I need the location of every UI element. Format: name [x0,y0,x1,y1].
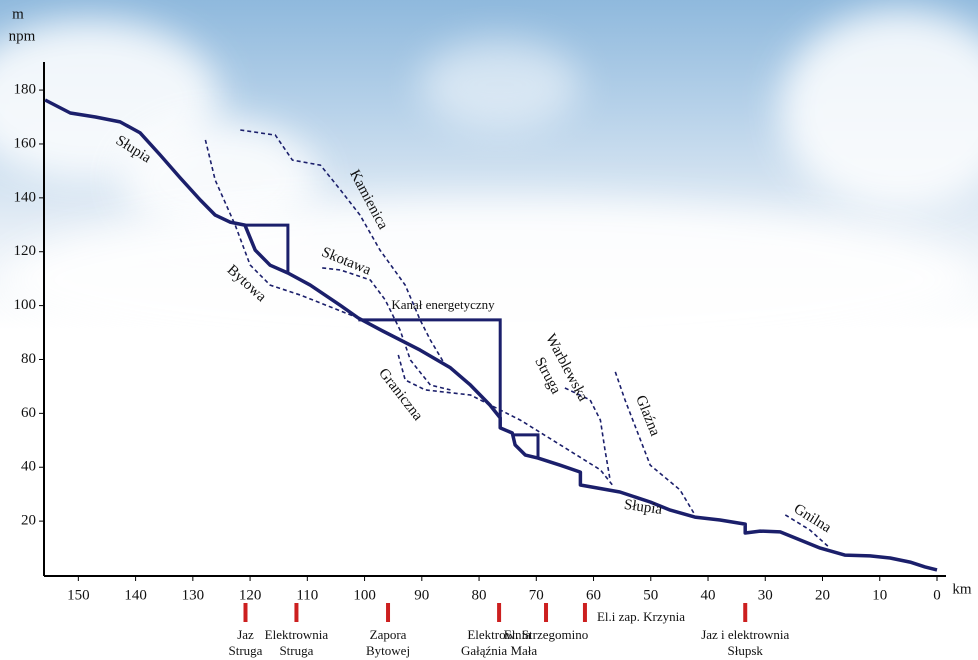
river-label: Kamienica [346,167,391,232]
chart: m npm km 1501401301201101009080706050403… [0,0,978,660]
facility-label: Struga [229,643,263,658]
y-tick-label: 180 [14,82,37,98]
facility-label: Struga [279,643,313,658]
facility-marker [386,603,390,622]
x-tick-label: 40 [701,587,716,603]
y-tick-label: 120 [14,243,37,259]
facility-label: Bytowej [366,643,410,658]
facility-label: El.i zap. Krzynia [597,609,685,624]
x-tick-label: 30 [758,587,773,603]
x-tick-label: 100 [353,587,376,603]
y-tick-label: 140 [14,189,37,205]
river-label: Słupia [623,497,664,518]
x-tick-label: 70 [529,587,544,603]
facility-marker [544,603,548,622]
x-tick-label: 20 [815,587,830,603]
x-tick-label: 150 [67,587,90,603]
x-tick-label: 110 [296,587,318,603]
annotation: Kanał energetyczny [391,297,495,312]
facility-label: Zapora [370,627,407,642]
facility-marker [583,603,587,622]
x-tick-label: 130 [182,587,205,603]
page: m npm km 1501401301201101009080706050403… [0,0,978,660]
river-label: Graniczna [375,365,426,424]
x-tick-label: 140 [124,587,147,603]
river-label: Słupia [113,133,154,167]
tributary-line [398,355,612,485]
y-tick-label: 40 [21,459,36,475]
x-tick-label: 0 [933,587,941,603]
river-label: Gnilna [791,501,834,536]
y-tick-label: 60 [21,405,36,421]
y-axis-label: npm [9,28,36,44]
river-label: Skotawa [319,244,373,278]
facility-label: Gałąźnia Mała [461,643,537,658]
river-label: Bytowa [224,262,270,305]
facility-label: Elektrownia [265,627,329,642]
facility-label: El. Strzegomino [504,627,589,642]
tributary-line [565,388,610,480]
facility-label: Słupsk [728,643,764,658]
y-tick-label: 80 [21,351,36,367]
facility-label: Jaz [237,627,254,642]
x-tick-label: 120 [239,587,262,603]
facility-marker [294,603,298,622]
tributary-line [205,140,358,318]
y-tick-label: 160 [14,135,37,151]
x-tick-label: 80 [472,587,487,603]
y-tick-label: 20 [21,513,36,529]
x-tick-label: 10 [872,587,887,603]
river-line [45,100,937,570]
facility-marker [743,603,747,622]
x-tick-label: 50 [643,587,658,603]
facility-label: Jaz i elektrownia [701,627,789,642]
tributary-line [240,130,445,365]
y-axis-label: m [12,6,24,22]
facility-marker [497,603,501,622]
x-tick-label: 90 [414,587,429,603]
y-tick-label: 100 [14,297,37,313]
facility-marker [243,603,247,622]
x-axis-label: km [952,581,972,597]
reservoir-structure [358,320,500,418]
x-tick-label: 60 [586,587,601,603]
